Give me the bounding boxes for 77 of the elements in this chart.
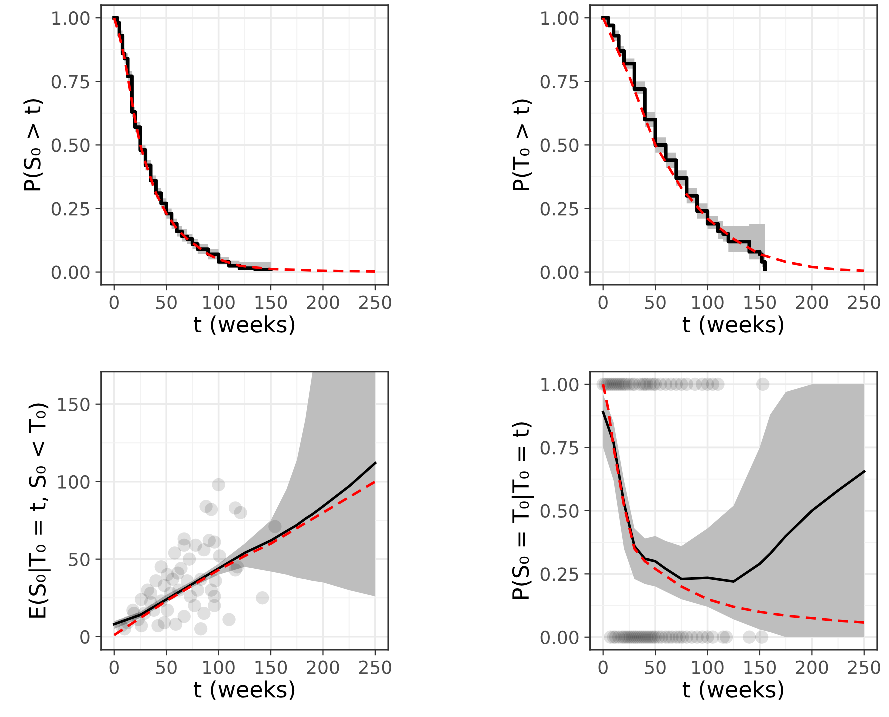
x-tick-label: 250 — [848, 296, 880, 310]
x-tick-label: 150 — [744, 296, 776, 310]
y-tick-label: 0.75 — [540, 75, 578, 89]
x-tick-label: 250 — [360, 296, 392, 310]
y-tick-label: 100 — [58, 475, 90, 489]
x-tick-label: 100 — [692, 660, 724, 674]
x-tick-label: 150 — [744, 660, 776, 674]
x-tick-label: 250 — [848, 660, 880, 674]
line-series — [602, 16, 866, 272]
point — [182, 552, 196, 566]
x-tick-label: 150 — [256, 660, 288, 674]
x-tick-label: 200 — [796, 296, 828, 310]
x-tick-label: 150 — [256, 296, 288, 310]
point — [256, 592, 270, 605]
point — [178, 610, 191, 624]
x-tick-label: 100 — [204, 660, 235, 674]
y-tick-label: 1.00 — [542, 12, 579, 26]
point — [222, 613, 236, 626]
point — [168, 546, 182, 560]
point — [191, 584, 205, 597]
y-tick-label: 0.25 — [52, 202, 90, 216]
y-tick-label: 0 — [80, 630, 90, 644]
point — [169, 618, 183, 632]
y-axis-title: E(S₀|T₀ = t, S₀ < T₀) — [28, 404, 51, 618]
point — [234, 506, 248, 520]
y-tick-label: 0.25 — [540, 568, 578, 582]
x-tick-label: 0 — [598, 660, 608, 674]
y-tick-label: 0.75 — [540, 441, 578, 455]
point — [152, 619, 165, 633]
y-tick-label: 0.00 — [540, 630, 579, 645]
x-axis-title: t (weeks) — [682, 316, 784, 336]
point — [208, 536, 222, 549]
x-tick-label: 50 — [645, 660, 666, 674]
point — [228, 564, 242, 577]
x-tick-label: 0 — [110, 296, 119, 310]
point — [141, 584, 154, 597]
point — [161, 604, 174, 618]
point — [213, 550, 226, 563]
line-series — [113, 480, 377, 637]
y-tick-label: 0.75 — [52, 75, 90, 89]
x-tick-label: 0 — [598, 296, 608, 310]
point — [204, 503, 218, 516]
point — [198, 607, 211, 620]
x-tick-label: 50 — [156, 296, 177, 310]
y-tick-label: 0.00 — [52, 266, 90, 280]
line-series — [113, 16, 377, 274]
y-tick-label: 0.00 — [540, 266, 579, 280]
x-tick-label: 100 — [692, 296, 724, 310]
y-tick-label: 0.50 — [540, 138, 579, 152]
point — [161, 568, 174, 582]
x-axis-title: t (weeks) — [194, 316, 295, 336]
x-tick-label: 250 — [360, 660, 392, 674]
point — [208, 599, 222, 612]
y-tick-label: 1.00 — [52, 12, 90, 26]
y-tick-label: 0.50 — [52, 138, 90, 152]
point — [268, 520, 282, 534]
x-tick-label: 200 — [307, 296, 340, 310]
x-tick-label: 200 — [307, 660, 340, 674]
y-tick-label: 0.50 — [540, 504, 579, 518]
x-axis-title: t (weeks) — [682, 680, 784, 701]
x-tick-label: 50 — [156, 660, 177, 674]
point — [158, 579, 172, 592]
point — [194, 622, 208, 636]
point — [212, 478, 226, 492]
y-axis-title: P(T₀ > t) — [512, 100, 532, 190]
x-tick-label: 100 — [204, 296, 235, 310]
x-tick-label: 200 — [796, 660, 828, 674]
y-tick-label: 1.00 — [542, 378, 579, 392]
y-tick-label: 150 — [58, 398, 90, 412]
y-axis-title: P(S₀ > t) — [24, 99, 44, 191]
y-tick-label: 0.25 — [540, 202, 578, 216]
y-tick-label: 50 — [69, 552, 90, 566]
x-tick-label: 0 — [110, 660, 119, 674]
x-axis-title: t (weeks) — [194, 680, 295, 701]
point — [178, 538, 191, 552]
x-tick-label: 50 — [645, 296, 666, 310]
y-axis-title: P(S₀ = T₀|T₀ = t) — [512, 422, 534, 599]
